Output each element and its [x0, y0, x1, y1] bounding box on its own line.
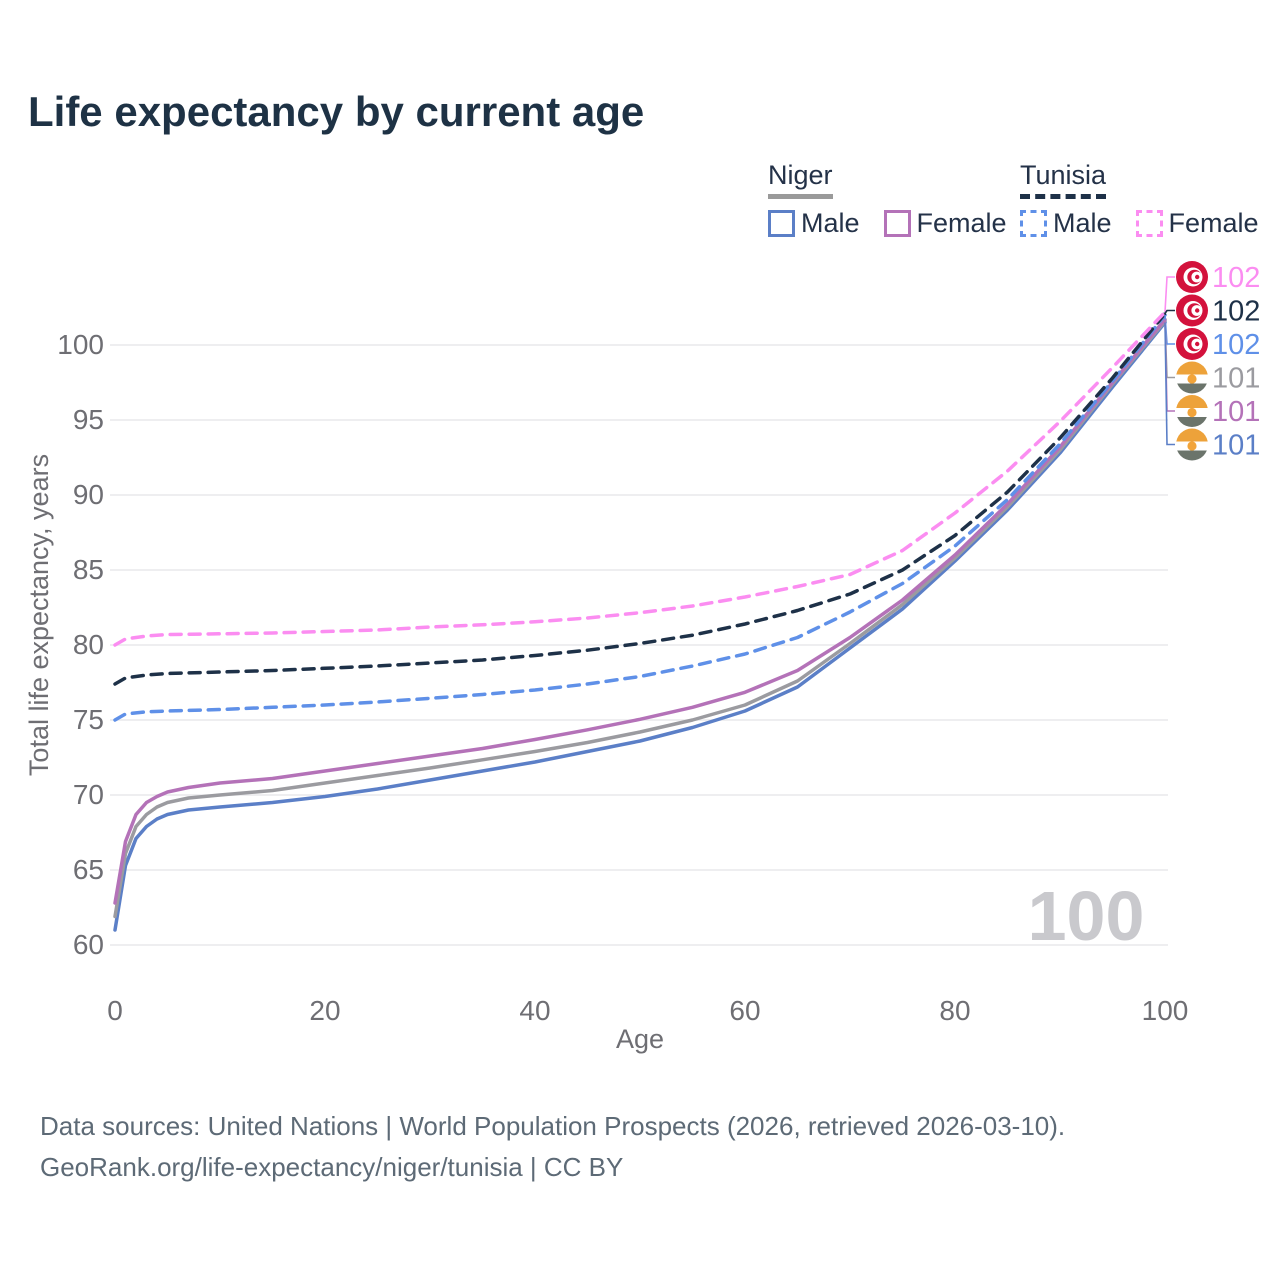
attribution-line: GeoRank.org/life-expectancy/niger/tunisi…	[40, 1152, 624, 1182]
y-tick-label: 80	[73, 629, 104, 660]
y-tick-label: 90	[73, 479, 104, 510]
tunisia-flag-icon	[1176, 261, 1208, 293]
end-value-label-tunisia_female: 102	[1212, 262, 1260, 294]
y-tick-label: 70	[73, 779, 104, 810]
y-tick-label: 65	[73, 854, 104, 885]
leader-line-tunisia_female	[1164, 276, 1175, 313]
niger-flag-icon	[1176, 395, 1208, 427]
series-line-tunisia_both	[113, 311, 1167, 686]
legend-items-tunisia: Male Female	[1020, 208, 1259, 239]
legend-item-label: Male	[1053, 208, 1112, 238]
y-tick-label: 85	[73, 554, 104, 585]
series-line-tunisia_male	[113, 313, 1167, 722]
leader-line-tunisia_both	[1164, 309, 1175, 314]
legend: Niger Male Female Tunisia Male	[0, 0, 1280, 250]
legend-group-niger: Niger Male Female	[768, 160, 1007, 239]
x-tick-label: 0	[107, 995, 123, 1026]
x-tick-label: 60	[729, 995, 760, 1026]
x-tick-label: 100	[1142, 995, 1189, 1026]
page-title: Life expectancy by current age	[28, 88, 645, 135]
end-value-label-niger_female: 101	[1212, 396, 1260, 428]
legend-group-tunisia: Tunisia Male Female	[1020, 160, 1259, 239]
y-tick-label: 95	[73, 404, 104, 435]
legend-item-label: Female	[1168, 208, 1259, 238]
series-line-niger_both	[113, 319, 1167, 919]
y-tick-label: 100	[57, 329, 104, 360]
end-value-label-tunisia_both: 102	[1212, 296, 1260, 328]
legend-country-niger[interactable]: Niger	[768, 160, 833, 199]
niger-flag-icon	[1176, 361, 1208, 394]
series-line-niger_female	[113, 317, 1167, 905]
niger-female-swatch-icon	[883, 210, 911, 237]
tunisia-flag-icon	[1176, 328, 1208, 360]
legend-item-tunisia-male[interactable]: Male	[1020, 208, 1112, 239]
x-tick-label: 40	[519, 995, 550, 1026]
tunisia-flag-icon	[1176, 294, 1208, 327]
legend-item-niger-male[interactable]: Male	[768, 208, 860, 239]
tunisia-female-swatch-icon	[1135, 210, 1163, 237]
end-value-label-tunisia_male: 102	[1212, 329, 1260, 361]
y-axis-title: Total life expectancy, years	[24, 454, 54, 776]
data-sources-line: Data sources: United Nations | World Pop…	[40, 1111, 1066, 1141]
legend-item-tunisia-female[interactable]: Female	[1135, 208, 1259, 239]
legend-item-label: Male	[801, 208, 860, 238]
series-line-tunisia_female	[113, 310, 1167, 647]
legend-item-label: Female	[916, 208, 1007, 238]
legend-items-niger: Male Female	[768, 208, 1007, 239]
series-line-niger_male	[113, 320, 1167, 932]
x-axis-title: Age	[616, 1024, 664, 1054]
x-tick-label: 80	[939, 995, 970, 1026]
footer: Data sources: United Nations | World Pop…	[40, 1106, 1065, 1188]
leader-line-niger_male	[1164, 322, 1175, 446]
legend-item-niger-female[interactable]: Female	[883, 208, 1007, 239]
niger-male-swatch-icon	[768, 210, 795, 237]
legend-country-tunisia[interactable]: Tunisia	[1020, 160, 1107, 199]
y-tick-label: 60	[73, 929, 104, 960]
current-age-watermark: 100	[1028, 877, 1145, 955]
end-value-label-niger_male: 101	[1212, 430, 1260, 462]
end-value-label-niger_both: 101	[1212, 363, 1260, 395]
niger-flag-icon	[1176, 428, 1208, 461]
y-tick-label: 75	[73, 704, 104, 735]
x-tick-label: 20	[309, 995, 340, 1026]
tunisia-male-swatch-icon	[1020, 210, 1047, 237]
